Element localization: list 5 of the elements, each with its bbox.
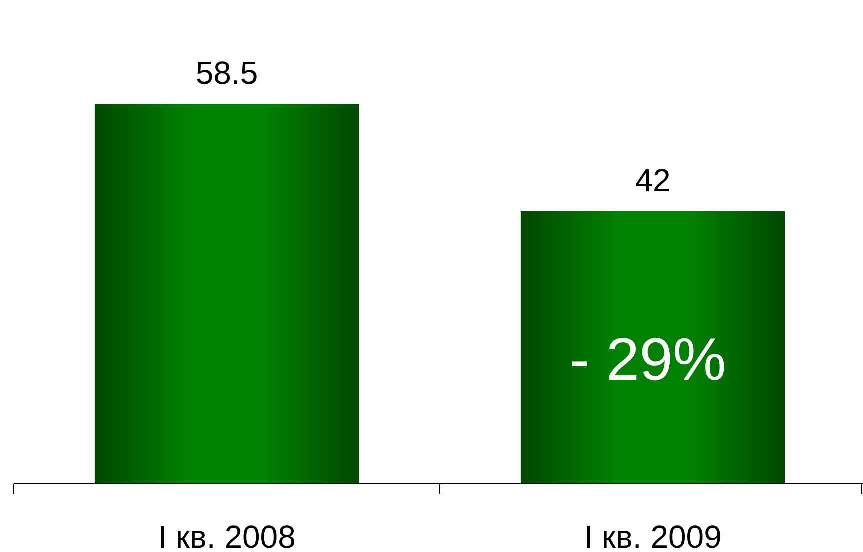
data-label: 58.5 <box>196 55 258 92</box>
x-tick-label: I кв. 2008 <box>158 519 296 552</box>
data-label: 42 <box>635 162 671 198</box>
annotation: - 29% <box>570 326 726 393</box>
x-tick-label: I кв. 2009 <box>584 519 722 552</box>
